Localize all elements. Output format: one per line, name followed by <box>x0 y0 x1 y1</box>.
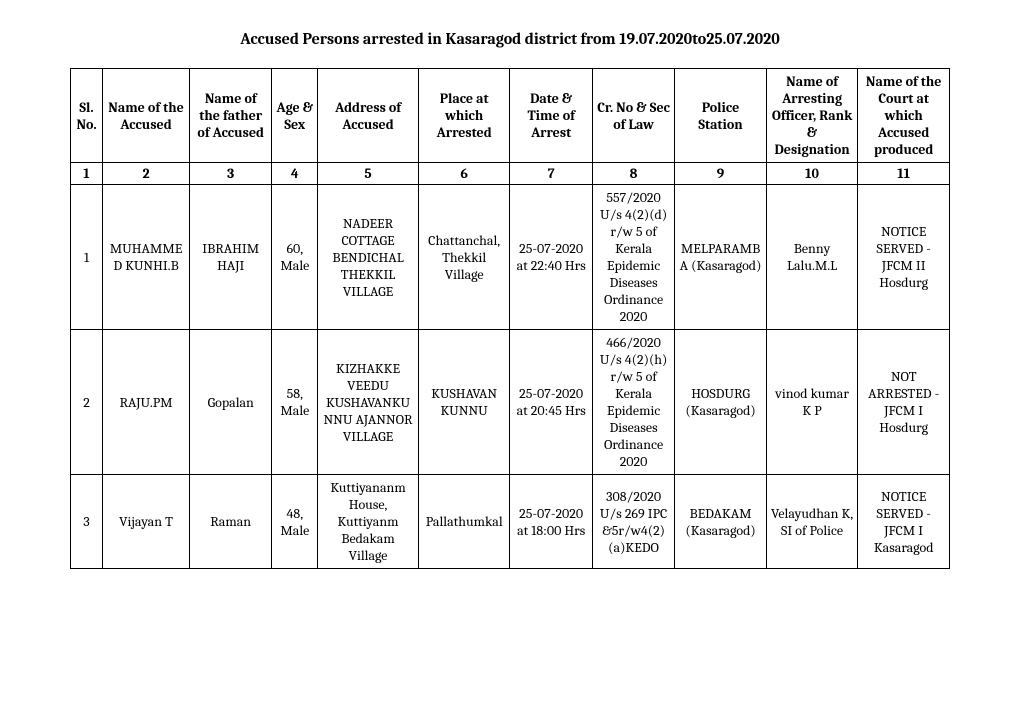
cell-age: 48, Male <box>272 475 318 569</box>
col-num: 11 <box>858 163 950 185</box>
cell-age: 58, Male <box>272 330 318 475</box>
cell-ps: HOSDURG (Kasaragod) <box>675 330 767 475</box>
col-num: 5 <box>318 163 419 185</box>
cell-officer: Benny Lalu.M.L <box>766 185 858 330</box>
col-header: Address of Accused <box>318 69 419 163</box>
cell-court: NOTICE SERVED - JFCM I Kasaragod <box>858 475 950 569</box>
cell-officer: vinod kumar K P <box>766 330 858 475</box>
cell-addr: KIZHAKKE VEEDU KUSHAVANKUNNU AJANNOR VIL… <box>318 330 419 475</box>
table-row: 2 RAJU.PM Gopalan 58, Male KIZHAKKE VEED… <box>71 330 950 475</box>
cell-cr: 466/2020 U/s 4(2)(h) r/w 5 of Kerala Epi… <box>592 330 674 475</box>
cell-place: Pallathumkal <box>418 475 510 569</box>
header-row: Sl. No. Name of the Accused Name of the … <box>71 69 950 163</box>
col-header: Name of the Court at which Accused produ… <box>858 69 950 163</box>
col-header: Name of the father of Accused <box>190 69 272 163</box>
page-title: Accused Persons arrested in Kasaragod di… <box>70 30 950 48</box>
cell-name: MUHAMMED KUNHI.B <box>103 185 190 330</box>
cell-date: 25-07-2020 at 18:00 Hrs <box>510 475 592 569</box>
cell-cr: 308/2020 U/s 269 IPC &5r/w4(2)(a)KEDO <box>592 475 674 569</box>
col-header: Police Station <box>675 69 767 163</box>
cell-father: Raman <box>190 475 272 569</box>
cell-date: 25-07-2020 at 22:40 Hrs <box>510 185 592 330</box>
cell-sl: 2 <box>71 330 103 475</box>
col-num: 6 <box>418 163 510 185</box>
cell-court: NOTICE SERVED - JFCM II Hosdurg <box>858 185 950 330</box>
cell-sl: 1 <box>71 185 103 330</box>
cell-addr: Kuttiyananm House, Kuttiyanm Bedakam Vil… <box>318 475 419 569</box>
cell-addr: NADEER COTTAGE BENDICHAL THEKKIL VILLAGE <box>318 185 419 330</box>
cell-officer: Velayudhan K, SI of Police <box>766 475 858 569</box>
col-num: 4 <box>272 163 318 185</box>
table-row: 3 Vijayan T Raman 48, Male Kuttiyananm H… <box>71 475 950 569</box>
col-num: 1 <box>71 163 103 185</box>
col-header: Name of Arresting Officer, Rank & Design… <box>766 69 858 163</box>
col-header: Age & Sex <box>272 69 318 163</box>
cell-name: Vijayan T <box>103 475 190 569</box>
cell-cr: 557/2020 U/s 4(2)(d) r/w 5 of Kerala Epi… <box>592 185 674 330</box>
col-num: 9 <box>675 163 767 185</box>
cell-place: Chattanchal, Thekkil Village <box>418 185 510 330</box>
cell-court: NOT ARRESTED - JFCM I Hosdurg <box>858 330 950 475</box>
arrest-table: Sl. No. Name of the Accused Name of the … <box>70 68 950 569</box>
col-header: Name of the Accused <box>103 69 190 163</box>
cell-place: KUSHAVAN KUNNU <box>418 330 510 475</box>
cell-date: 25-07-2020 at 20:45 Hrs <box>510 330 592 475</box>
column-number-row: 1 2 3 4 5 6 7 8 9 10 11 <box>71 163 950 185</box>
cell-sl: 3 <box>71 475 103 569</box>
cell-ps: MELPARAMBA (Kasaragod) <box>675 185 767 330</box>
col-num: 10 <box>766 163 858 185</box>
col-header: Date & Time of Arrest <box>510 69 592 163</box>
cell-father: IBRAHIM HAJI <box>190 185 272 330</box>
cell-ps: BEDAKAM (Kasaragod) <box>675 475 767 569</box>
cell-father: Gopalan <box>190 330 272 475</box>
col-num: 8 <box>592 163 674 185</box>
col-header: Place at which Arrested <box>418 69 510 163</box>
table-row: 1 MUHAMMED KUNHI.B IBRAHIM HAJI 60, Male… <box>71 185 950 330</box>
cell-name: RAJU.PM <box>103 330 190 475</box>
col-num: 3 <box>190 163 272 185</box>
col-num: 2 <box>103 163 190 185</box>
col-header: Sl. No. <box>71 69 103 163</box>
col-num: 7 <box>510 163 592 185</box>
col-header: Cr. No & Sec of Law <box>592 69 674 163</box>
cell-age: 60, Male <box>272 185 318 330</box>
